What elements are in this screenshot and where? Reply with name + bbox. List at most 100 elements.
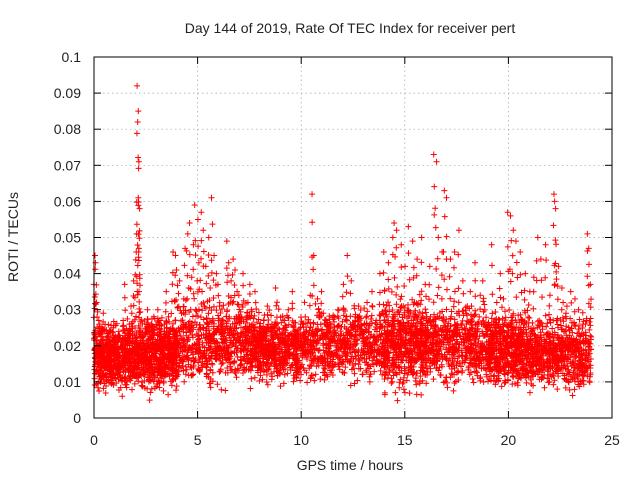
roti-point (361, 359, 368, 366)
roti-point (554, 315, 561, 322)
roti-point (297, 321, 304, 328)
roti-point (426, 363, 433, 370)
roti-point (268, 359, 275, 366)
roti-point (237, 361, 244, 368)
roti-point (467, 347, 474, 354)
roti-point (230, 331, 237, 338)
roti-point (196, 367, 203, 374)
roti-point (462, 352, 469, 359)
roti-point (411, 332, 418, 339)
roti-point (257, 320, 264, 327)
roti-point (234, 365, 241, 372)
roti-point (575, 372, 582, 379)
roti-point (197, 314, 204, 321)
roti-point (565, 356, 572, 363)
roti-point (166, 373, 173, 380)
roti-point (147, 389, 154, 396)
roti-point (537, 362, 544, 369)
roti-point (389, 333, 396, 340)
roti-point (195, 359, 202, 366)
roti-point (190, 362, 197, 369)
roti-point (253, 319, 260, 326)
roti-point (532, 335, 539, 342)
roti-point (244, 345, 251, 352)
roti-point (201, 350, 208, 357)
roti-point (309, 358, 316, 365)
roti-point (466, 371, 473, 378)
roti-point (255, 349, 262, 356)
roti-point (210, 331, 217, 338)
roti-point (217, 357, 224, 364)
roti-point (122, 374, 129, 381)
roti-point (386, 357, 393, 364)
roti-point (469, 361, 476, 368)
roti-point (567, 373, 574, 380)
roti-point (294, 371, 301, 378)
roti-point (224, 318, 231, 325)
roti-point (273, 314, 280, 321)
roti-point (406, 328, 413, 335)
roti-point (181, 378, 188, 385)
roti-point (123, 384, 130, 391)
roti-point (411, 314, 418, 321)
roti-point (406, 390, 413, 397)
roti-point (497, 341, 504, 348)
roti-point (502, 317, 509, 324)
roti-point (437, 372, 444, 379)
roti-point (436, 364, 443, 371)
roti-point (580, 381, 587, 388)
roti-point (255, 309, 262, 316)
roti-point (333, 352, 340, 359)
roti-point (512, 316, 519, 323)
roti-point (96, 388, 103, 395)
roti-point (165, 334, 172, 341)
roti-point (351, 305, 358, 312)
roti-point (564, 370, 571, 377)
roti-point (368, 349, 375, 356)
roti-point (404, 371, 411, 378)
roti-point (385, 357, 392, 364)
roti-point (527, 376, 534, 383)
roti-point (438, 351, 445, 358)
roti-point (168, 382, 175, 389)
roti-point (367, 371, 374, 378)
roti-point (138, 382, 145, 389)
roti-point (312, 300, 319, 307)
roti-point (416, 309, 423, 316)
roti-point (450, 387, 457, 394)
roti-point (561, 375, 568, 382)
roti-point (131, 380, 138, 387)
roti-point (396, 311, 403, 318)
roti-point (137, 345, 144, 352)
roti-point (423, 315, 430, 322)
roti-point (586, 378, 593, 385)
roti-point (136, 346, 143, 353)
roti-point (173, 383, 180, 390)
roti-point (472, 307, 479, 314)
roti-point (515, 337, 522, 344)
roti-point (321, 376, 328, 383)
roti-point (395, 318, 402, 325)
roti-point (501, 336, 508, 343)
roti-point (510, 373, 517, 380)
roti-point (236, 306, 243, 313)
roti-point (586, 319, 593, 326)
roti-point (252, 350, 259, 357)
roti-point (313, 363, 320, 370)
roti-point (477, 347, 484, 354)
roti-point (151, 385, 158, 392)
roti-point (348, 332, 355, 339)
roti-point (337, 328, 344, 335)
roti-point (492, 381, 499, 388)
roti-point (191, 358, 198, 365)
roti-point (328, 367, 335, 374)
roti-point (199, 307, 206, 314)
roti-point (281, 357, 288, 364)
roti-point (586, 373, 593, 380)
roti-point (357, 365, 364, 372)
roti-point (348, 355, 355, 362)
roti-point (522, 351, 529, 358)
roti-point (97, 368, 104, 375)
roti-point (149, 341, 156, 348)
roti-point (161, 355, 168, 362)
